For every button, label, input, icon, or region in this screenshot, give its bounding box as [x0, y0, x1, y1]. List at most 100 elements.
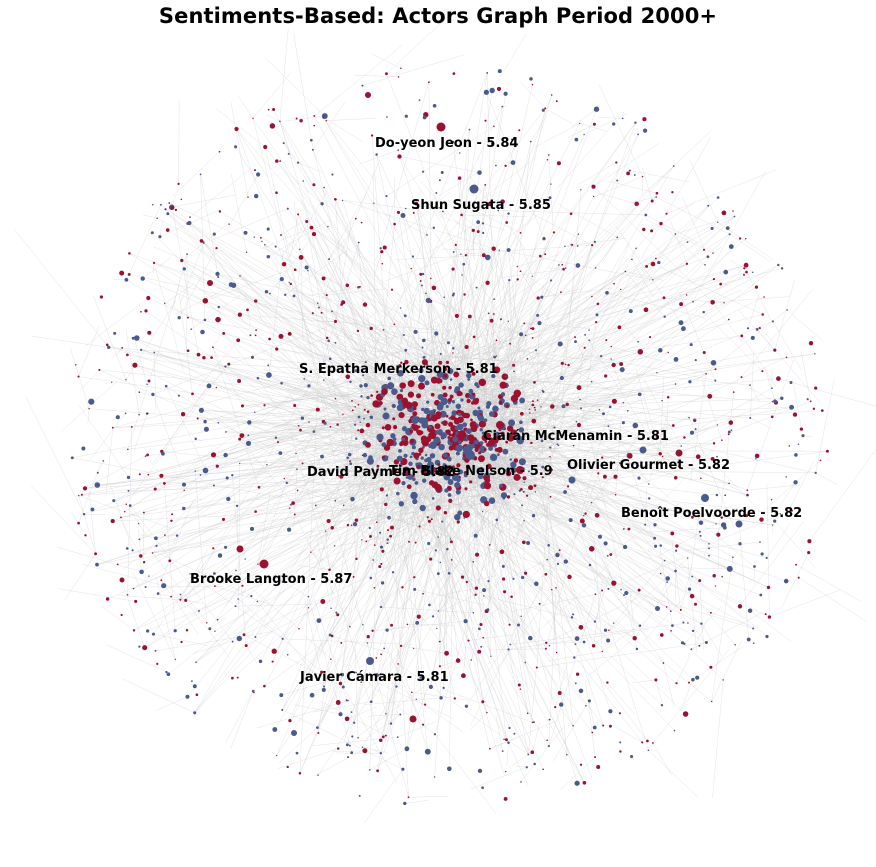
graph-node [250, 594, 253, 598]
graph-node [385, 712, 387, 715]
graph-node [447, 397, 453, 403]
graph-node [146, 295, 151, 301]
graph-node [383, 458, 386, 462]
graph-node [493, 355, 496, 359]
graph-node [437, 536, 439, 538]
graph-node [391, 403, 396, 409]
graph-node [261, 240, 263, 243]
graph-node [476, 220, 481, 225]
graph-node [328, 568, 331, 572]
graph-node [208, 627, 212, 631]
graph-node [146, 453, 150, 457]
graph-node [605, 290, 609, 295]
graph-node [381, 735, 385, 739]
graph-node [732, 210, 734, 212]
graph-node [455, 425, 460, 430]
graph-node [674, 233, 677, 235]
label-olivier-gourmet: Olivier Gourmet - 5.82 [567, 458, 730, 473]
label-ciaran-mcmenamin: Ciarán McMenamin - 5.81 [483, 429, 669, 444]
graph-node [116, 563, 119, 566]
graph-node [555, 552, 560, 558]
graph-node [544, 572, 548, 576]
graph-node [730, 429, 733, 432]
graph-node [334, 499, 337, 502]
graph-node [590, 501, 593, 504]
graph-node [346, 472, 349, 475]
graph-node [783, 578, 789, 584]
graph-node [309, 138, 313, 142]
graph-node [95, 562, 99, 567]
graph-node [379, 487, 384, 492]
label-javier-camara: Javier Cámara - 5.81 [299, 670, 449, 685]
graph-node [366, 635, 370, 639]
graph-node [283, 293, 287, 297]
graph-node [210, 452, 217, 458]
graph-node [488, 411, 495, 417]
graph-node [457, 469, 464, 475]
graph-node [174, 208, 178, 212]
graph-node [694, 359, 697, 362]
graph-node [479, 622, 483, 627]
graph-node [440, 171, 444, 174]
graph-node-highlighted [735, 520, 743, 528]
graph-node [489, 747, 491, 750]
graph-node [464, 412, 470, 419]
graph-node [191, 392, 194, 396]
graph-node [558, 438, 561, 440]
graph-node [508, 278, 511, 282]
graph-node [362, 374, 365, 377]
graph-node [386, 438, 394, 447]
graph-node [538, 602, 541, 605]
graph-node [566, 753, 568, 756]
graph-node [451, 433, 456, 438]
graph-node [616, 236, 619, 239]
graph-node [345, 374, 351, 380]
graph-node [493, 298, 496, 301]
graph-node [345, 743, 349, 747]
graph-node [338, 681, 343, 686]
graph-node [279, 277, 284, 282]
graph-node [534, 409, 537, 411]
graph-node [765, 634, 769, 639]
graph-node [637, 588, 641, 592]
graph-node [531, 337, 534, 339]
graph-node [269, 292, 271, 295]
graph-node [291, 501, 295, 505]
graph-node [421, 421, 429, 429]
graph-node [111, 381, 113, 383]
graph-node [732, 556, 734, 559]
graph-node [341, 300, 346, 305]
graph-node [147, 379, 151, 383]
graph-node [382, 328, 385, 331]
graph-node [340, 672, 345, 677]
graph-node [670, 629, 672, 632]
graph-node [529, 140, 532, 143]
graph-node [353, 721, 356, 724]
graph-node [198, 609, 200, 612]
graph-node [182, 267, 186, 271]
graph-node [266, 463, 268, 466]
graph-node [517, 623, 520, 627]
graph-node [789, 380, 793, 385]
graph-node [779, 512, 782, 515]
graph-node [322, 685, 326, 688]
graph-node [286, 653, 289, 656]
graph-node [682, 711, 689, 717]
graph-node [428, 603, 431, 607]
graph-node-highlighted [365, 92, 371, 98]
graph-node [691, 575, 694, 578]
graph-node [436, 488, 441, 493]
graph-node [382, 412, 390, 420]
graph-node [499, 381, 507, 389]
graph-node [461, 274, 463, 276]
graph-node [286, 765, 289, 769]
graph-node [321, 687, 326, 692]
graph-node [411, 423, 415, 428]
graph-node [339, 474, 344, 479]
graph-node [503, 738, 505, 741]
graph-node [525, 766, 528, 769]
graph-node [372, 400, 380, 408]
graph-node [478, 451, 482, 455]
graph-node [388, 676, 391, 680]
graph-node [436, 572, 440, 576]
